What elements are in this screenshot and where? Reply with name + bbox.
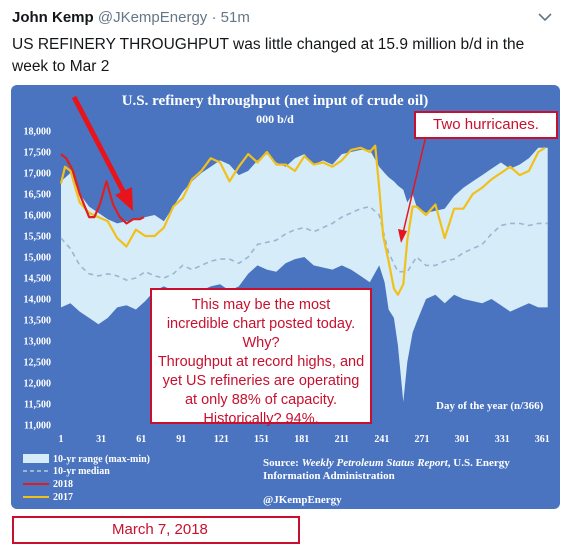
y-tick-label: 11,500 [24,400,51,411]
y-tick-label: 18,000 [24,127,52,138]
callout-line: incredible chart posted today. [166,316,356,332]
y-tick-label: 12,500 [24,358,52,369]
source-text-line2: Information Administration [263,470,395,482]
x-tick-label: 1 [59,434,64,445]
y-tick-label: 13,500 [24,316,52,327]
series-2017-line [59,144,546,296]
separator-dot: · [211,9,217,26]
x-tick-label: 331 [495,434,510,445]
legend-label-2018: 2018 [53,479,73,490]
callout-line: Historically? 94%. [203,411,319,427]
y-tick-label: 17,000 [24,169,52,180]
tweet-header: John Kemp @JKempEnergy · 51m [12,9,250,26]
median-line [60,205,548,281]
y-tick-label: 13,000 [24,337,52,348]
callout-line: at only 88% of capacity. [184,392,338,408]
refinery-throughput-chart: 11,000 11,500 12,000 12,500 13,000 13,500 14,0… [23,93,550,506]
y-tick-label: 15,000 [24,253,52,264]
x-tick-label: 61 [136,434,146,445]
range-band [61,147,548,402]
date-annotation: March 7, 2018 [12,516,300,544]
arrow-down-icon [71,95,133,211]
callout-line: This may be the most [191,297,331,313]
author-handle[interactable]: @JKempEnergy [97,9,208,26]
callout-line: yet US refineries are operating [162,373,360,389]
chart-image[interactable]: 11,000 11,500 12,000 12,500 13,000 13,500 14,0… [11,85,560,509]
source-title: Weekly Petroleum Status Report [302,457,449,469]
chart-subtitle: 000 b/d [256,112,294,126]
x-tick-label: 151 [254,434,269,445]
arrow-hurricane-icon [398,122,430,243]
y-tick-label: 16,500 [24,190,52,201]
x-axis-label: Day of the year (n/366) [436,400,544,412]
series-2018-line [60,153,145,225]
chevron-down-icon[interactable] [538,12,552,22]
source-suffix: , U.S. Energy [448,457,511,469]
x-tick-label: 91 [176,434,186,445]
x-tick-label: 361 [535,434,550,445]
x-tick-label: 31 [96,434,106,445]
legend-label-median: 10-yr median [53,466,110,477]
source-prefix: Source: [263,457,302,469]
x-tick-label: 271 [415,434,430,445]
y-tick-label: 12,000 [24,379,52,390]
y-tick-label: 14,500 [24,274,52,285]
author-name[interactable]: John Kemp [12,9,94,26]
legend-label-range: 10-yr range (max-min) [53,454,150,465]
y-tick-label: 16,000 [24,211,52,222]
legend-label-2017: 2017 [53,492,73,503]
x-tick-label: 301 [455,434,470,445]
callout-commentary: This may be the most incredible chart po… [150,288,372,427]
x-tick-label: 211 [335,434,349,445]
x-tick-label: 241 [374,434,389,445]
y-tick-label: 17,500 [24,148,52,159]
callout-line: Throughput at record highs, and [157,354,365,370]
callout-line: Why? [242,335,280,351]
tweet-timestamp[interactable]: 51m [220,9,250,26]
legend-swatch-range [23,454,49,463]
source-text: Source: Weekly Petroleum Status Report, … [263,457,510,469]
x-tick-label: 121 [214,434,229,445]
chart-credit: @JKempEnergy [263,494,342,506]
y-tick-label: 15,500 [24,232,52,243]
x-tick-label: 181 [294,434,309,445]
y-tick-label: 14,000 [24,295,52,306]
chart-title: U.S. refinery throughput (net input of c… [122,93,429,109]
callout-hurricanes: Two hurricanes. [414,111,558,139]
tweet-text: US REFINERY THROUGHPUT was little change… [12,36,525,75]
y-tick-label: 11,000 [24,421,51,432]
